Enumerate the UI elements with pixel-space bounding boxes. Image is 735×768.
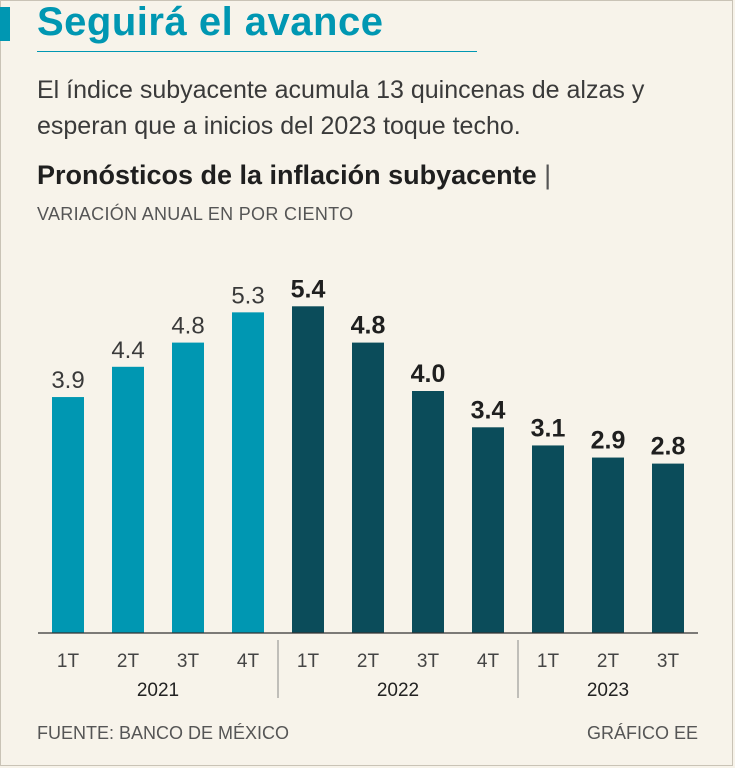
bar-8 <box>532 445 564 633</box>
bar-7 <box>472 427 504 633</box>
data-label-5: 4.8 <box>351 312 386 340</box>
x-tick-label-5: 2T <box>357 651 380 672</box>
year-label-1: 2022 <box>377 680 419 701</box>
year-label-2: 2023 <box>587 680 629 701</box>
data-label-10: 2.8 <box>651 433 686 461</box>
bar-5 <box>352 342 384 633</box>
graphic-credit: GRÁFICO EE <box>586 723 698 743</box>
chart-title: Pronósticos de la inflación subyacente | <box>37 160 551 191</box>
bar-1 <box>112 366 144 633</box>
bar-10 <box>652 463 684 633</box>
data-label-2: 4.8 <box>171 313 204 340</box>
title-accent-bar <box>0 7 10 41</box>
data-label-4: 5.4 <box>291 275 326 303</box>
data-label-3: 5.3 <box>231 282 264 309</box>
data-label-6: 4.0 <box>411 360 446 388</box>
page-subtitle: El índice subyacente acumula 13 quincena… <box>37 76 645 140</box>
bar-9 <box>592 457 624 633</box>
bar-0 <box>52 397 84 633</box>
year-label-0: 2021 <box>137 680 179 701</box>
x-tick-label-1: 2T <box>117 651 140 672</box>
x-tick-label-3: 4T <box>237 651 260 672</box>
x-tick-label-0: 1T <box>57 651 80 672</box>
chart-units: VARIACIÓN ANUAL EN POR CIENTO <box>37 204 354 224</box>
x-tick-label-10: 3T <box>657 651 680 672</box>
x-tick-label-4: 1T <box>297 651 320 672</box>
bar-3 <box>232 312 264 633</box>
source-note: FUENTE: BANCO DE MÉXICO <box>37 723 290 743</box>
x-tick-label-2: 3T <box>177 651 200 672</box>
data-label-7: 3.4 <box>471 396 506 424</box>
x-tick-label-6: 3T <box>417 651 440 672</box>
bar-6 <box>412 391 444 633</box>
bar-4 <box>292 306 324 633</box>
page-title: Seguirá el avance <box>37 0 384 44</box>
data-label-8: 3.1 <box>531 414 566 442</box>
data-label-0: 3.9 <box>51 367 84 394</box>
bar-2 <box>172 342 204 633</box>
x-tick-label-7: 4T <box>477 651 500 672</box>
title-divider <box>37 51 477 52</box>
chart-title-pipe: | <box>544 160 552 190</box>
x-tick-label-8: 1T <box>537 651 560 672</box>
x-tick-label-9: 2T <box>597 651 620 672</box>
data-label-9: 2.9 <box>591 427 626 455</box>
data-label-1: 4.4 <box>111 337 144 364</box>
chart-title-text: Pronósticos de la inflación subyacente <box>37 160 537 190</box>
